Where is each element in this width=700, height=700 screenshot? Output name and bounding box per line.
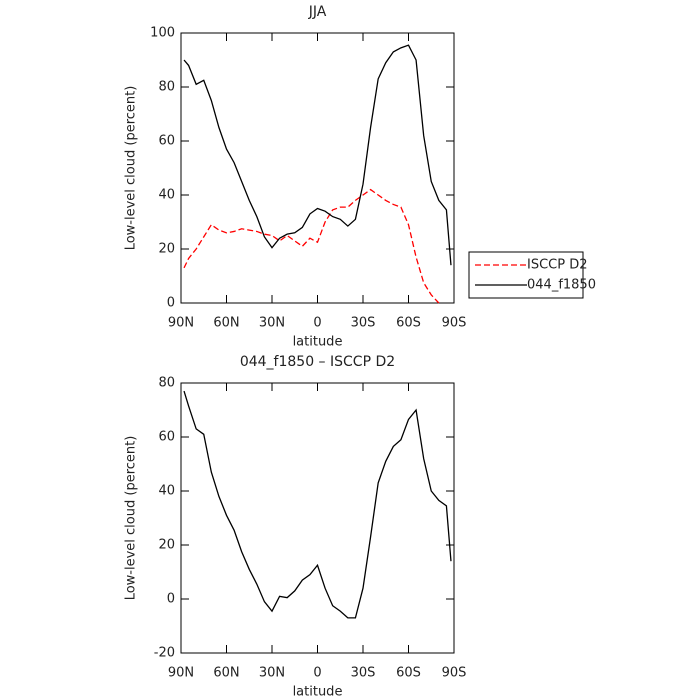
y-tick-label: 40 bbox=[158, 188, 175, 203]
x-tick-label: 60S bbox=[396, 316, 421, 331]
x-tick-label: 0 bbox=[313, 666, 321, 681]
plot-frame bbox=[180, 32, 455, 304]
y-tick-label: 0 bbox=[167, 296, 175, 311]
x-tick-label: 30S bbox=[351, 316, 376, 331]
x-tick-label: 90S bbox=[442, 316, 467, 331]
y-tick-label: 60 bbox=[158, 134, 175, 149]
y-axis-label: Low-level cloud (percent) bbox=[124, 86, 139, 251]
x-tick-label: 30N bbox=[259, 666, 285, 681]
x-axis-label: latitude bbox=[293, 335, 343, 350]
legend-label: 044_f1850 bbox=[527, 278, 596, 293]
series-line bbox=[183, 390, 452, 619]
x-axis-label: latitude bbox=[293, 685, 343, 700]
x-tick-label: 30N bbox=[259, 316, 285, 331]
x-tick-label: 90S bbox=[442, 666, 467, 681]
x-tick-label: 90N bbox=[168, 316, 194, 331]
y-tick-label: 80 bbox=[158, 376, 175, 391]
y-tick-label: 20 bbox=[158, 242, 175, 257]
legend-box bbox=[468, 251, 584, 299]
y-axis-label: Low-level cloud (percent) bbox=[124, 436, 139, 601]
plot-frame bbox=[180, 382, 455, 654]
chart-title: JJA bbox=[308, 4, 327, 20]
x-tick-label: 60N bbox=[213, 316, 239, 331]
x-tick-label: 0 bbox=[313, 316, 321, 331]
series-line bbox=[183, 188, 440, 304]
series-line bbox=[183, 44, 452, 266]
y-tick-label: 80 bbox=[158, 80, 175, 95]
y-tick-label: -20 bbox=[154, 646, 175, 661]
x-tick-label: 60N bbox=[213, 666, 239, 681]
y-tick-label: 0 bbox=[167, 592, 175, 607]
x-tick-label: 60S bbox=[396, 666, 421, 681]
x-tick-label: 30S bbox=[351, 666, 376, 681]
y-tick-label: 60 bbox=[158, 430, 175, 445]
legend-label: ISCCP D2 bbox=[527, 258, 588, 273]
chart-title: 044_f1850 – ISCCP D2 bbox=[240, 354, 395, 370]
y-tick-label: 100 bbox=[150, 26, 175, 41]
y-tick-label: 40 bbox=[158, 484, 175, 499]
y-tick-label: 20 bbox=[158, 538, 175, 553]
x-tick-label: 90N bbox=[168, 666, 194, 681]
